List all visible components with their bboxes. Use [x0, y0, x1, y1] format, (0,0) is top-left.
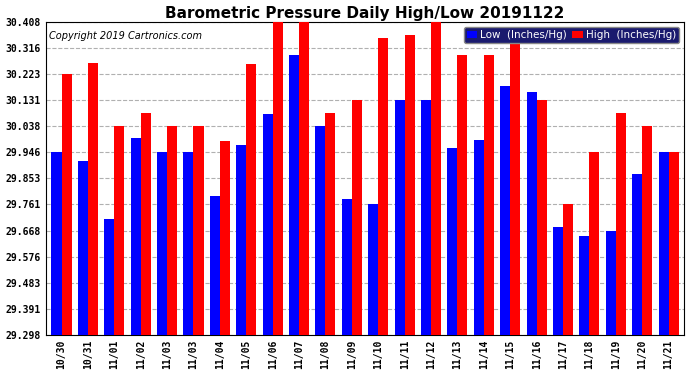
Bar — [606, 231, 615, 335]
Bar — [342, 199, 352, 335]
Bar — [299, 22, 309, 335]
Bar — [589, 152, 600, 335]
Bar — [431, 22, 441, 335]
Bar — [326, 113, 335, 335]
Bar — [510, 41, 520, 335]
Bar — [368, 204, 378, 335]
Bar — [500, 86, 510, 335]
Bar — [289, 55, 299, 335]
Bar — [104, 219, 115, 335]
Bar — [220, 141, 230, 335]
Legend: Low  (Inches/Hg), High  (Inches/Hg): Low (Inches/Hg), High (Inches/Hg) — [464, 27, 679, 43]
Bar — [669, 152, 679, 335]
Bar — [537, 100, 546, 335]
Bar — [273, 22, 283, 335]
Bar — [115, 126, 124, 335]
Bar — [580, 236, 589, 335]
Title: Barometric Pressure Daily High/Low 20191122: Barometric Pressure Daily High/Low 20191… — [166, 6, 564, 21]
Bar — [526, 92, 537, 335]
Bar — [210, 196, 220, 335]
Bar — [236, 146, 246, 335]
Bar — [61, 74, 72, 335]
Bar — [553, 227, 563, 335]
Bar — [78, 160, 88, 335]
Bar — [52, 152, 61, 335]
Bar — [378, 38, 388, 335]
Bar — [88, 63, 98, 335]
Bar — [352, 100, 362, 335]
Bar — [474, 140, 484, 335]
Bar — [167, 126, 177, 335]
Bar — [457, 55, 467, 335]
Bar — [130, 138, 141, 335]
Bar — [395, 100, 404, 335]
Bar — [141, 113, 150, 335]
Bar — [246, 63, 256, 335]
Bar — [184, 152, 193, 335]
Bar — [563, 204, 573, 335]
Bar — [642, 126, 652, 335]
Bar — [315, 126, 326, 335]
Bar — [404, 35, 415, 335]
Bar — [447, 148, 457, 335]
Bar — [193, 126, 204, 335]
Bar — [421, 100, 431, 335]
Bar — [263, 114, 273, 335]
Text: Copyright 2019 Cartronics.com: Copyright 2019 Cartronics.com — [49, 31, 202, 41]
Bar — [658, 152, 669, 335]
Bar — [615, 113, 626, 335]
Bar — [484, 55, 494, 335]
Bar — [157, 152, 167, 335]
Bar — [632, 174, 642, 335]
